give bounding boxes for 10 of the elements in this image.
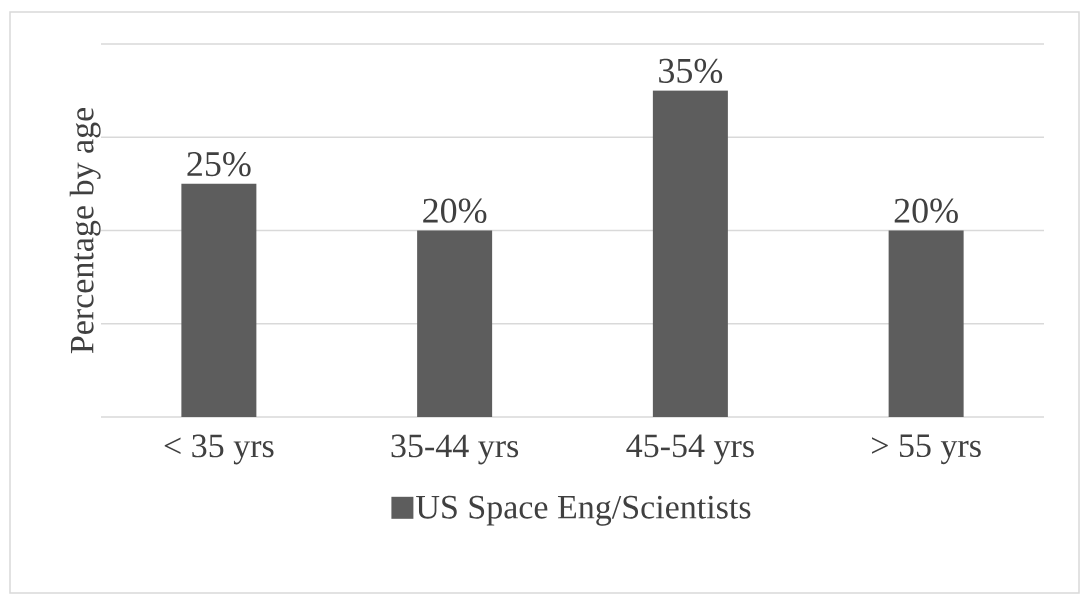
x-tick-label: 35-44 yrs <box>391 434 519 465</box>
y-axis-title: Percentage by age <box>69 107 101 354</box>
x-tick-label: < 35 yrs <box>164 434 274 465</box>
legend-label: US Space Eng/Scientists <box>416 495 751 526</box>
data-label: 20% <box>423 198 487 223</box>
data-label: 20% <box>894 198 958 223</box>
x-tick-label: 45-54 yrs <box>626 434 754 465</box>
data-label: 35% <box>659 58 723 84</box>
data-label: 25% <box>187 151 251 177</box>
x-tick-label: > 55 yrs <box>871 434 981 465</box>
